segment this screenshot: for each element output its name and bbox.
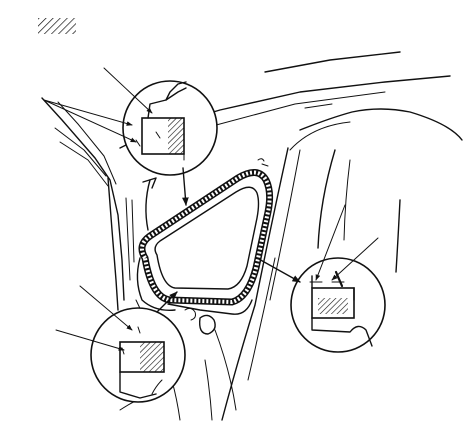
leader-lines [43, 67, 379, 355]
hatch-legend-icon [38, 18, 76, 34]
quarter-window [136, 169, 274, 315]
lower-left-detail [90, 307, 186, 403]
upper-left-detail [122, 80, 218, 176]
right-detail [290, 257, 386, 353]
